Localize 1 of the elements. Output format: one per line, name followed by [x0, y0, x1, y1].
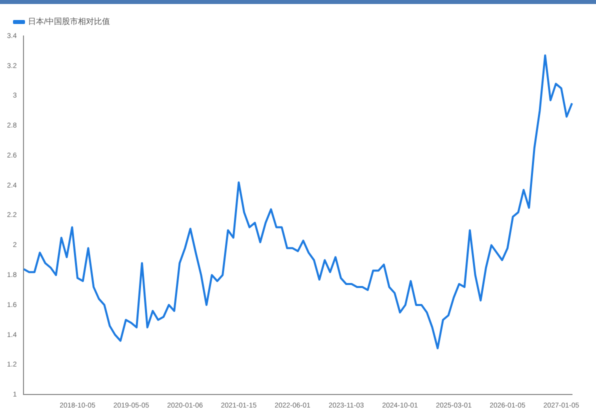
legend-label: 日本/中国股市相对比值 — [28, 17, 110, 26]
